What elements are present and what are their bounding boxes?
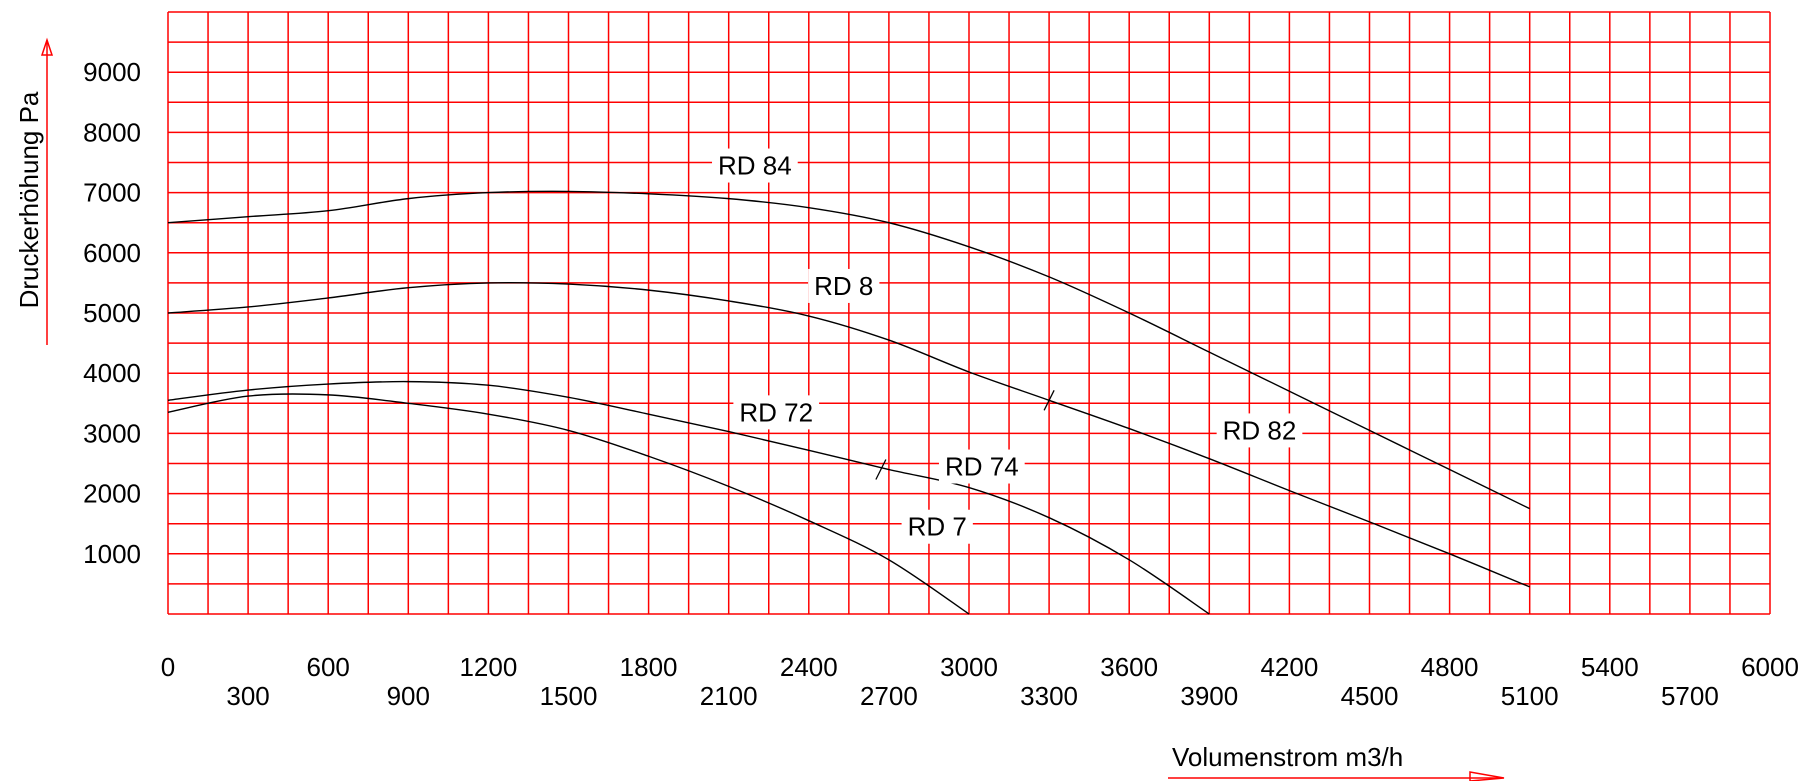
x-tick-4800: 4800 (1421, 652, 1479, 682)
x-tick-300: 300 (226, 681, 269, 711)
label-bg-rd-84 (712, 148, 798, 183)
x-axis-title: Volumenstrom m3/h (1168, 742, 1505, 781)
x-tick-4500: 4500 (1341, 681, 1399, 711)
x-tick-2700: 2700 (860, 681, 918, 711)
x-tick-1500: 1500 (540, 681, 598, 711)
label-rd-84: RD 84 (718, 151, 792, 181)
curve-rd-8 (167, 281, 1530, 588)
x-tick-1800: 1800 (620, 652, 678, 682)
y-tick-9000: 9000 (83, 57, 141, 87)
curve-rd-84 (167, 190, 1531, 510)
y-tick-1000: 1000 (83, 539, 141, 569)
x-tick-600: 600 (307, 652, 350, 682)
tick-labels: 1000 2000 3000 4000 5000 6000 7000 8000 9000 0 600… (83, 57, 1799, 711)
x-tick-5400: 5400 (1581, 652, 1639, 682)
x-tick-6000: 6000 (1741, 652, 1799, 682)
x-tick-3900: 3900 (1180, 681, 1238, 711)
y-tick-6000: 6000 (83, 238, 141, 268)
x-tick-5100: 5100 (1501, 681, 1559, 711)
x-axis-label: Volumenstrom m3/h (1172, 742, 1403, 772)
label-bg-rd-8 (808, 268, 880, 303)
label-rd-82: RD 82 (1223, 415, 1297, 445)
y-axis-label: Druckerhöhung Pa (14, 91, 44, 308)
x-tick-900: 900 (387, 681, 430, 711)
curve-mark-0 (1043, 389, 1055, 411)
grid (167, 11, 1771, 615)
curve-mark-1 (875, 459, 887, 480)
y-tick-2000: 2000 (83, 479, 141, 509)
label-rd-74: RD 74 (945, 452, 1019, 482)
x-tick-2100: 2100 (700, 681, 758, 711)
x-tick-3000: 3000 (940, 652, 998, 682)
curve-rd-72 (167, 380, 1210, 615)
label-bg-rd-82 (1216, 413, 1303, 448)
x-tick-2400: 2400 (780, 652, 838, 682)
x-tick-0: 0 (161, 652, 175, 682)
y-tick-4000: 4000 (83, 358, 141, 388)
label-bg-rd-74 (938, 449, 1025, 484)
x-tick-1200: 1200 (459, 652, 517, 682)
label-rd-8: RD 8 (814, 271, 873, 301)
x-tick-5700: 5700 (1661, 681, 1719, 711)
y-tick-5000: 5000 (83, 298, 141, 328)
label-rd-72: RD 72 (739, 397, 813, 427)
x-tick-3600: 3600 (1100, 652, 1158, 682)
curve-rd-7 (167, 393, 970, 615)
x-tick-4200: 4200 (1260, 652, 1318, 682)
y-tick-8000: 8000 (83, 117, 141, 147)
label-rd-7: RD 7 (908, 512, 967, 542)
y-tick-7000: 7000 (83, 178, 141, 208)
curve-labels: RD 84 RD 8 RD 82 RD 72 RD 74 RD 7 (712, 148, 1303, 544)
label-bg-rd-7 (901, 509, 973, 544)
x-tick-3300: 3300 (1020, 681, 1078, 711)
y-tick-3000: 3000 (83, 418, 141, 448)
curves (167, 190, 1531, 615)
label-bg-rd-72 (733, 395, 820, 430)
y-axis-title: Druckerhöhung Pa (14, 37, 54, 345)
